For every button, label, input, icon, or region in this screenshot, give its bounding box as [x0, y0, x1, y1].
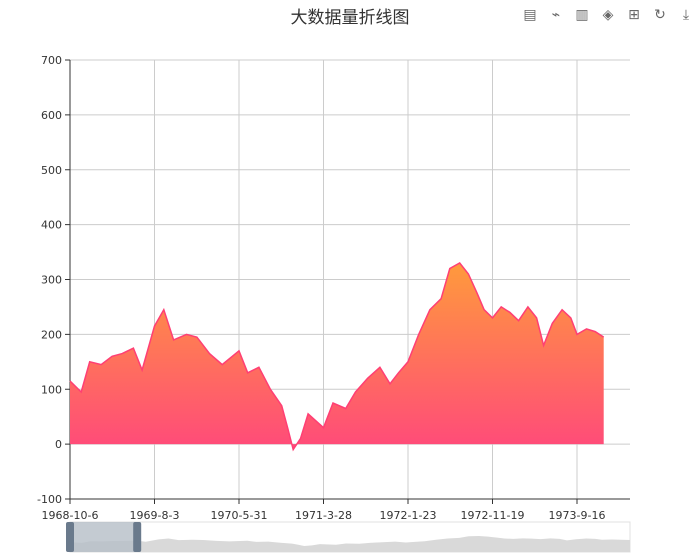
- x-tick-label: 1972-11-19: [461, 509, 525, 522]
- restore-icon[interactable]: ↻: [654, 7, 666, 23]
- data-view-icon[interactable]: ▤: [523, 7, 537, 23]
- x-tick-label: 1971-3-28: [295, 509, 352, 522]
- x-tick-label: 1973-9-16: [549, 509, 606, 522]
- line-chart-icon[interactable]: ⌁: [551, 7, 561, 23]
- save-image-icon[interactable]: ⤓: [682, 7, 690, 23]
- x-axis: 1968-10-6 1969-8-3 1970-5-31 1971-3-28 1972-…: [42, 498, 630, 522]
- y-tick-label: 100: [41, 383, 62, 396]
- y-tick-label: 200: [41, 328, 62, 341]
- y-tick-label: 400: [41, 219, 62, 232]
- data-zoom-slider[interactable]: [66, 521, 631, 553]
- x-tick-label: 1969-8-3: [130, 509, 180, 522]
- slider-handle-right[interactable]: [133, 522, 142, 552]
- tiled-icon[interactable]: ⊞: [628, 7, 640, 23]
- y-tick-label: 0: [55, 438, 62, 451]
- y-tick-label: -100: [37, 493, 62, 506]
- bar-chart-icon[interactable]: ▥: [575, 7, 589, 23]
- x-tick-label: 1970-5-31: [211, 509, 268, 522]
- series-line: [69, 262, 605, 452]
- y-tick-label: 500: [41, 164, 62, 177]
- chart-title: 大数据量折线图: [290, 8, 410, 28]
- x-tick-label: 1968-10-6: [42, 509, 99, 522]
- y-tick-label: 600: [41, 109, 62, 122]
- y-tick-label: 300: [41, 274, 62, 287]
- slider-handle-left[interactable]: [66, 522, 74, 552]
- slider-window[interactable]: [70, 522, 138, 552]
- slider-preview: [70, 536, 630, 552]
- series-area: [70, 263, 604, 450]
- y-axis: 700 600 500 400 300 200 100 0 -100: [37, 54, 71, 506]
- x-tick-label: 1972-1-23: [380, 509, 437, 522]
- y-tick-label: 700: [41, 54, 62, 67]
- stack-icon[interactable]: ◈: [602, 7, 614, 23]
- toolbox: ▤ ⌁ ▥ ◈ ⊞ ↻ ⤓: [520, 5, 696, 25]
